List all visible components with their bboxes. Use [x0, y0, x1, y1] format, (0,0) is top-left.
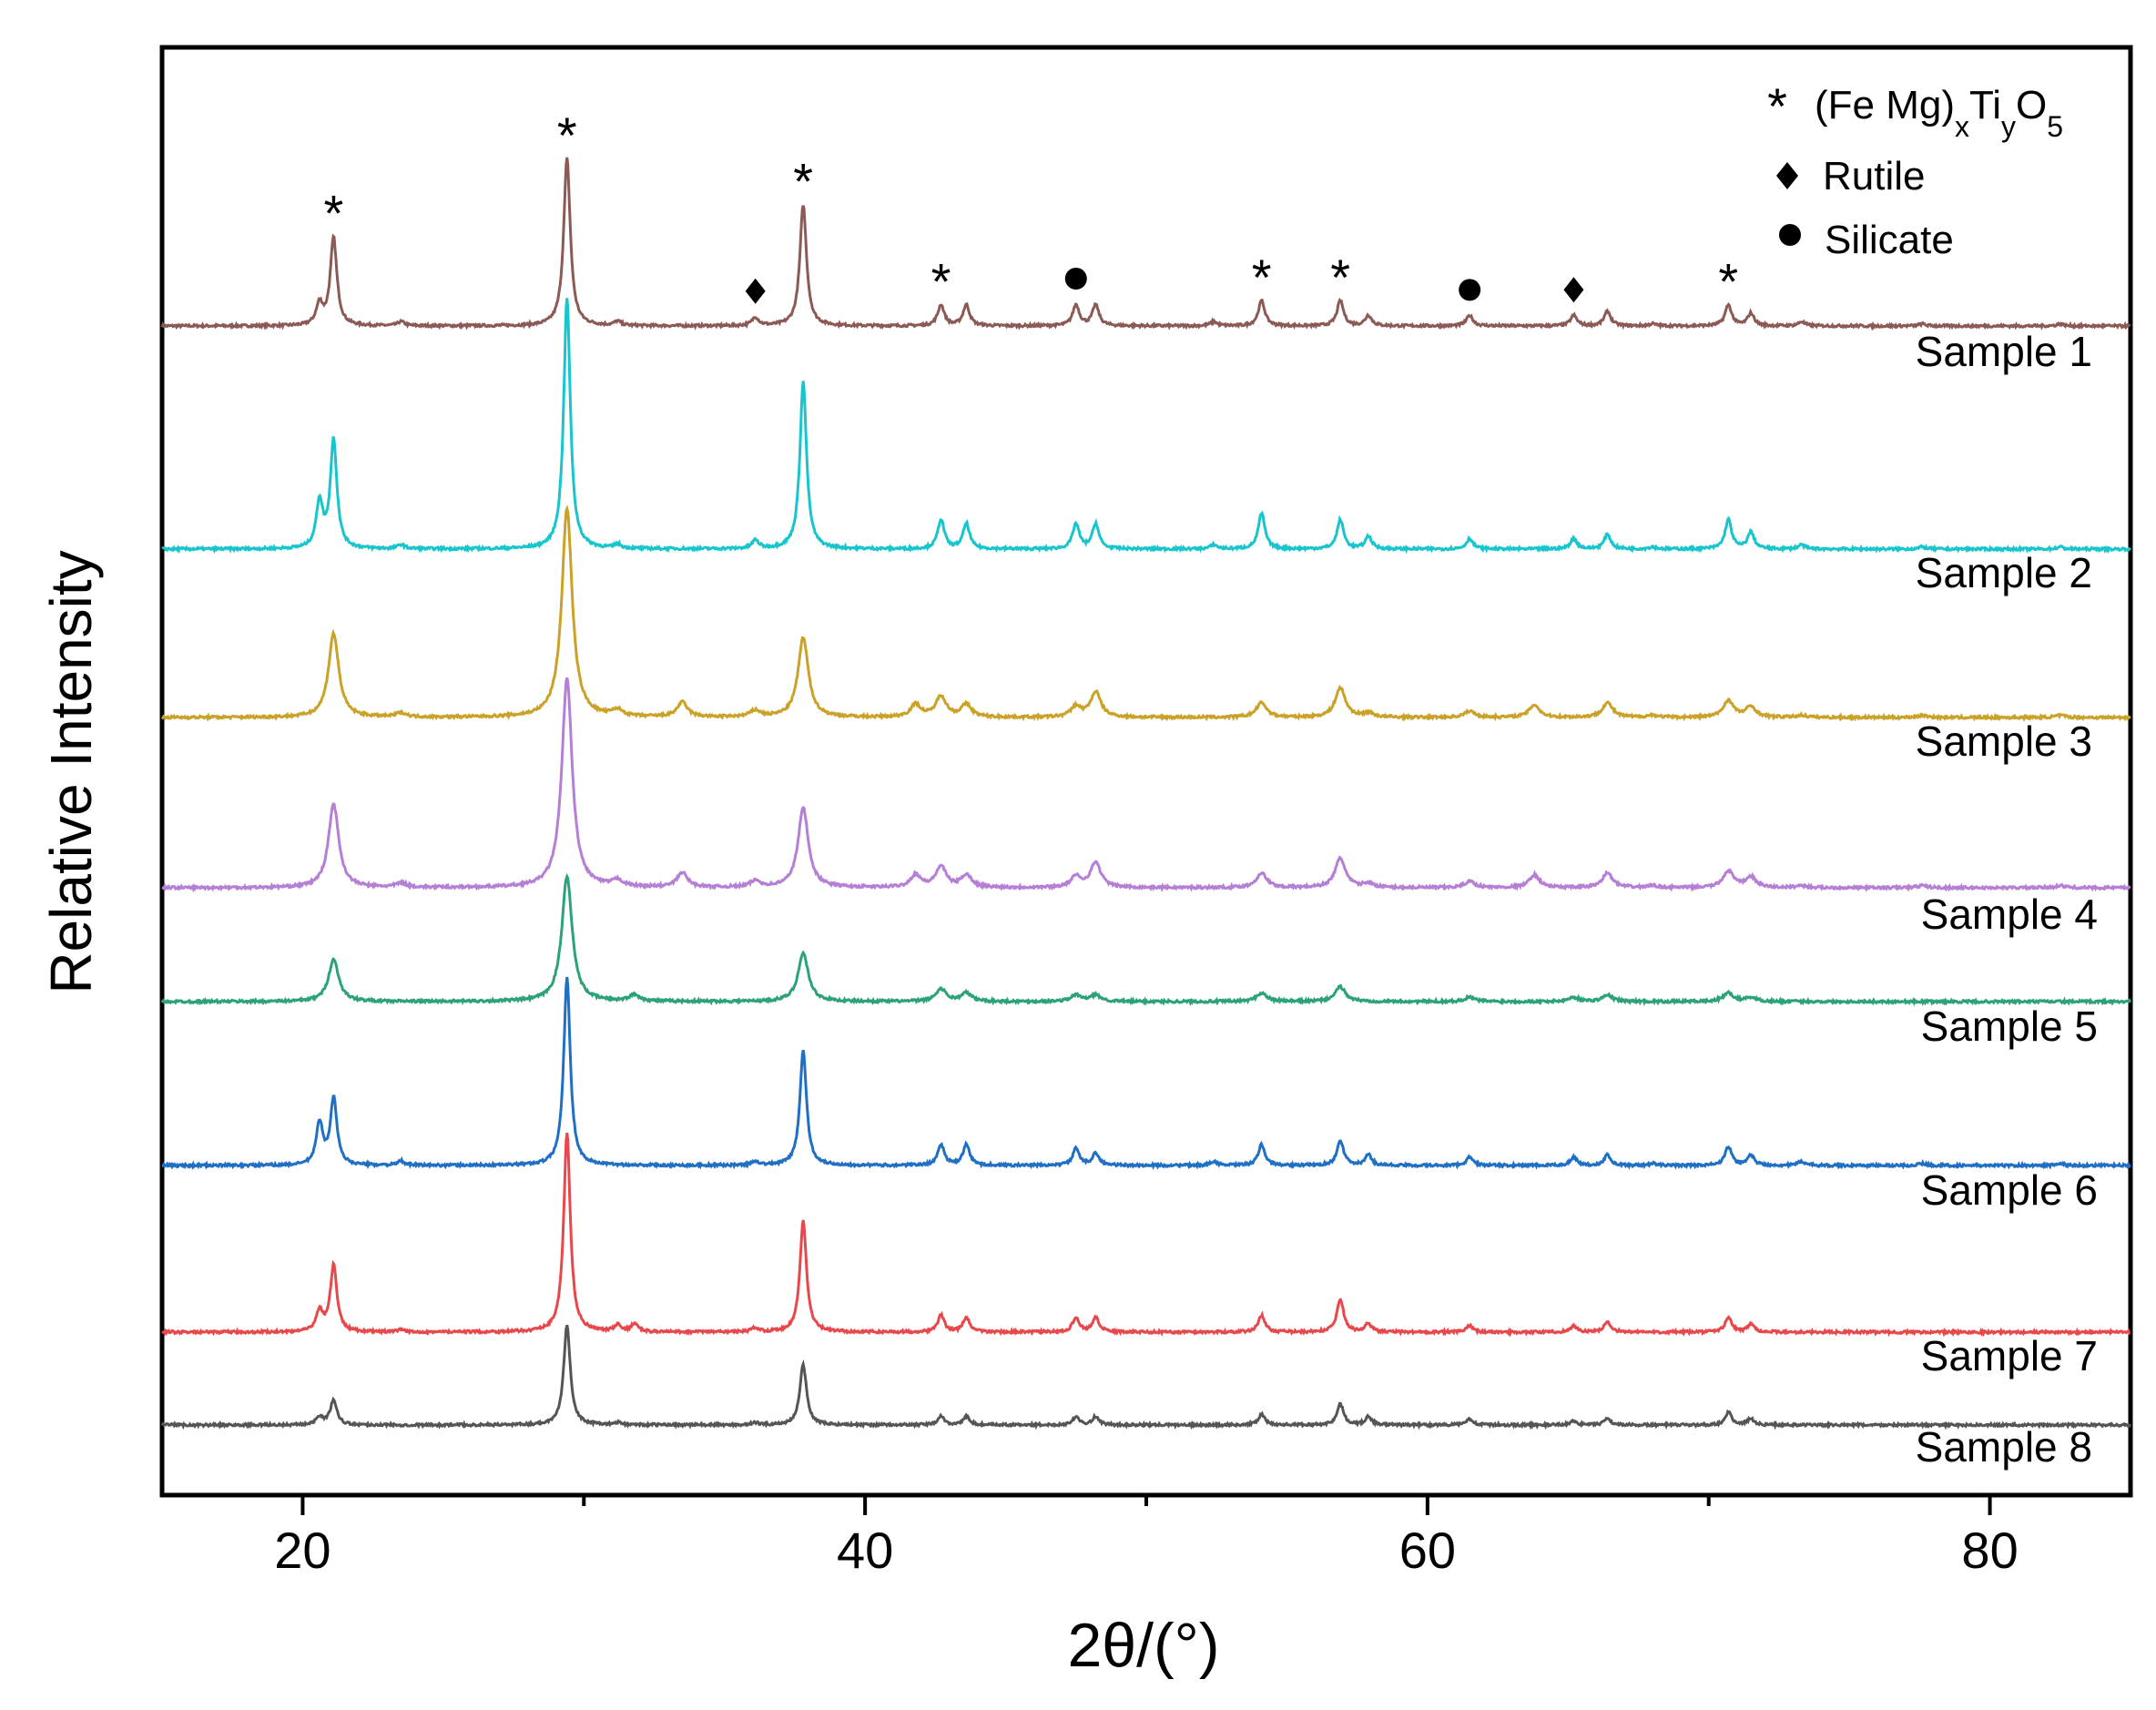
series-line-7 — [161, 1133, 2131, 1338]
phase-marker-*-11: * — [1718, 253, 1738, 310]
phase-marker-*-2: * — [557, 107, 577, 164]
series-line-4 — [161, 677, 2131, 893]
x-tick-label-80: 80 — [1961, 1522, 2018, 1579]
x-tick-label-60: 60 — [1399, 1522, 1456, 1579]
series-line-6 — [161, 976, 2131, 1171]
series-label-2: Sample 2 — [1916, 549, 2092, 596]
y-axis-label: Relative Intensity — [38, 550, 104, 993]
sample-label-layer: Sample 1 Sample 2 Sample 3 Sample 4 Sample 5… — [1916, 328, 2098, 1471]
phase-marker-*-7: * — [1252, 249, 1272, 306]
legend-label-silicate: Silicate — [1825, 218, 1954, 262]
plot-frame — [159, 45, 2133, 1498]
phase-marker-layer: * * * * * * * — [324, 107, 1739, 310]
series-label-3: Sample 3 — [1916, 718, 2092, 765]
legend-label-rutile: Rutile — [1823, 154, 1926, 198]
x-tick-label-20: 20 — [274, 1522, 331, 1579]
x-tick-label-40: 40 — [837, 1522, 893, 1579]
phase-marker-diamond-3 — [745, 278, 766, 304]
series-label-8: Sample 8 — [1916, 1423, 2092, 1471]
phase-marker-diamond-10 — [1563, 277, 1584, 303]
x-axis-ticks: 20 40 60 80 — [274, 1495, 2019, 1579]
series-line-8 — [160, 1324, 2132, 1430]
phase-marker-circle-6 — [1064, 267, 1087, 290]
series-line-2 — [161, 298, 2131, 555]
series-label-5: Sample 5 — [1921, 1003, 2098, 1050]
legend-symbol-circle — [1779, 224, 1801, 246]
phase-marker-*-4: * — [793, 152, 813, 209]
series-label-7: Sample 7 — [1921, 1332, 2098, 1379]
phase-marker-*-8: * — [1330, 249, 1350, 306]
legend: * (Fe Mg)xTiyO5 Rutile Silicate — [1767, 77, 2063, 262]
series-label-4: Sample 4 — [1921, 891, 2098, 938]
series-layer — [160, 157, 2132, 1430]
series-line-1 — [160, 157, 2131, 331]
legend-label-femgtio: (Fe Mg)xTiyO5 — [1815, 83, 2063, 143]
phase-marker-*-5: * — [931, 252, 951, 310]
phase-marker-circle-9 — [1459, 279, 1481, 301]
x-axis-label: 2θ/(°) — [1067, 1611, 1219, 1680]
legend-symbol-star: * — [1767, 77, 1787, 135]
series-label-1: Sample 1 — [1916, 328, 2092, 375]
series-line-5 — [160, 872, 2132, 1007]
legend-symbol-diamond — [1776, 162, 1798, 189]
series-label-6: Sample 6 — [1921, 1166, 2098, 1214]
series-line-3 — [160, 504, 2131, 722]
phase-marker-*-1: * — [324, 185, 344, 242]
